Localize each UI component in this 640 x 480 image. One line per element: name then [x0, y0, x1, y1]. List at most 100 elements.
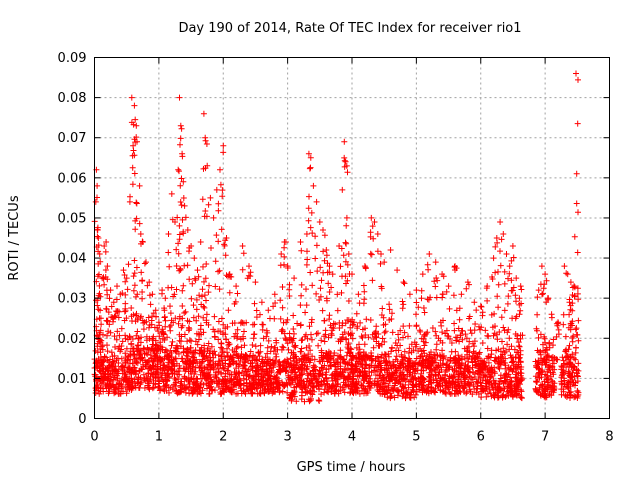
data-point [96, 282, 103, 289]
data-point [298, 389, 305, 396]
data-point [95, 235, 102, 241]
data-point [203, 261, 210, 267]
data-point [279, 388, 286, 395]
data-point [341, 138, 348, 145]
data-point [186, 326, 193, 332]
data-point [361, 341, 368, 348]
data-point [199, 286, 206, 293]
data-point [538, 263, 545, 270]
data-point [295, 380, 302, 387]
data-point [298, 292, 305, 299]
data-point [344, 169, 351, 176]
data-point [471, 299, 478, 306]
data-point [298, 247, 305, 254]
data-point [573, 70, 579, 77]
data-point [263, 333, 270, 340]
data-point [293, 383, 300, 390]
data-point [211, 378, 218, 385]
data-point [101, 370, 108, 377]
data-point [575, 209, 581, 216]
data-point [238, 390, 245, 397]
data-point [305, 205, 312, 212]
data-point [291, 393, 298, 400]
data-point [259, 326, 266, 333]
data-point [307, 164, 314, 171]
data-point [144, 382, 151, 389]
y-tick-label: 0.05 [58, 211, 87, 226]
data-point [202, 137, 209, 144]
data-point [208, 383, 215, 390]
data-point [367, 317, 374, 323]
data-point [310, 182, 317, 189]
data-point [316, 219, 323, 225]
data-point [321, 378, 328, 385]
data-point [179, 384, 186, 390]
data-point [199, 387, 206, 394]
data-point [180, 230, 187, 237]
data-point [115, 385, 121, 392]
data-point [167, 322, 174, 329]
data-point [126, 198, 133, 205]
data-point [426, 251, 433, 257]
data-point [161, 313, 168, 320]
data-point [281, 253, 288, 260]
data-point [307, 397, 314, 404]
data-point [561, 263, 568, 270]
data-point [465, 358, 472, 365]
data-point [309, 336, 315, 343]
data-point [127, 193, 133, 200]
data-point [145, 359, 152, 365]
data-point [231, 369, 238, 375]
data-point [313, 330, 320, 337]
data-point [168, 359, 175, 366]
data-point [254, 390, 261, 397]
data-point [306, 323, 313, 330]
data-point [323, 252, 330, 259]
data-point [137, 339, 144, 346]
data-point [171, 381, 177, 388]
data-point [300, 356, 307, 363]
data-point [273, 337, 280, 344]
data-point [167, 384, 174, 391]
data-point [297, 321, 304, 328]
data-point [271, 315, 278, 322]
data-point [241, 388, 248, 395]
data-point [104, 381, 111, 388]
data-point [122, 300, 129, 307]
data-point [319, 307, 326, 314]
y-tick-label: 0.01 [58, 372, 87, 387]
data-point [179, 303, 186, 309]
data-point [302, 309, 309, 316]
data-point [237, 381, 244, 388]
data-point [218, 369, 224, 376]
data-point [221, 353, 228, 360]
data-point [560, 311, 567, 318]
data-point [234, 326, 241, 333]
data-point [500, 231, 507, 237]
data-point [298, 366, 305, 373]
data-point [207, 366, 214, 372]
data-point [94, 302, 101, 309]
data-point [104, 263, 111, 270]
data-point [215, 200, 222, 207]
data-point [509, 243, 516, 249]
data-point [215, 336, 222, 343]
data-point [124, 286, 131, 293]
data-point [165, 231, 172, 237]
data-point [254, 385, 261, 392]
data-point [264, 350, 271, 357]
data-point [132, 384, 139, 391]
data-point [101, 281, 108, 288]
data-point [228, 387, 235, 394]
data-point [259, 321, 266, 328]
data-point [337, 263, 344, 270]
data-point [303, 302, 310, 309]
data-point [539, 291, 545, 298]
data-point [268, 343, 275, 350]
data-point [180, 282, 187, 289]
data-point [303, 365, 310, 372]
data-point [133, 293, 139, 300]
data-point [250, 331, 257, 338]
data-point [501, 280, 508, 287]
data-point [253, 368, 260, 375]
